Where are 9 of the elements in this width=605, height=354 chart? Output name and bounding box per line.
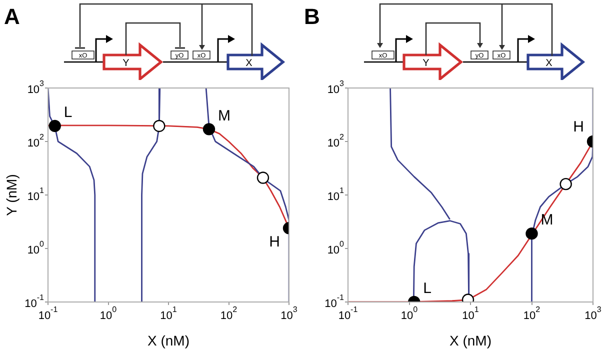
x-axis-title: X (nM) xyxy=(148,332,190,348)
y-axis-title: Y (nM) xyxy=(3,174,20,216)
annotation: M xyxy=(540,212,554,229)
x-axis-title: X (nM) xyxy=(450,332,492,348)
chart-title: B xyxy=(304,4,320,30)
chart-title: A xyxy=(4,4,20,30)
annotation: L xyxy=(64,104,72,122)
annotation: L xyxy=(423,280,432,298)
annotation: H xyxy=(573,118,584,136)
